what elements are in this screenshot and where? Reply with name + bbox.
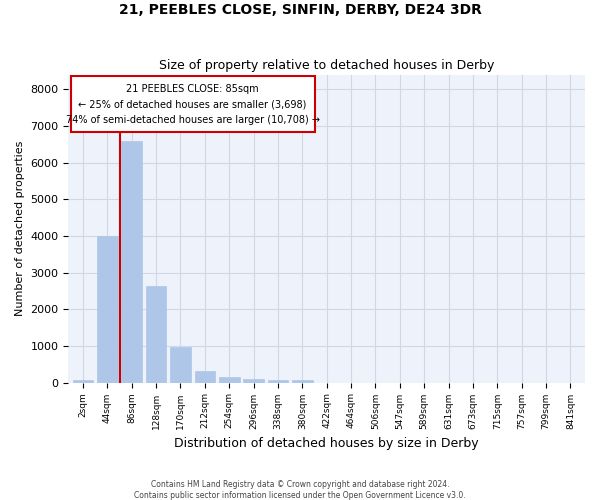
Bar xyxy=(97,236,118,382)
FancyBboxPatch shape xyxy=(71,76,314,132)
Bar xyxy=(194,370,215,382)
Bar xyxy=(292,380,313,382)
Bar xyxy=(73,380,94,382)
Text: 21, PEEBLES CLOSE, SINFIN, DERBY, DE24 3DR: 21, PEEBLES CLOSE, SINFIN, DERBY, DE24 3… xyxy=(119,2,481,16)
Bar xyxy=(170,348,191,382)
Title: Size of property relative to detached houses in Derby: Size of property relative to detached ho… xyxy=(159,59,494,72)
Bar xyxy=(243,379,264,382)
Text: 74% of semi-detached houses are larger (10,708) →: 74% of semi-detached houses are larger (… xyxy=(65,115,320,125)
Text: ← 25% of detached houses are smaller (3,698): ← 25% of detached houses are smaller (3,… xyxy=(79,100,307,110)
Text: Contains HM Land Registry data © Crown copyright and database right 2024.
Contai: Contains HM Land Registry data © Crown c… xyxy=(134,480,466,500)
Bar xyxy=(146,286,166,382)
Y-axis label: Number of detached properties: Number of detached properties xyxy=(15,141,25,316)
Text: 21 PEEBLES CLOSE: 85sqm: 21 PEEBLES CLOSE: 85sqm xyxy=(127,84,259,94)
X-axis label: Distribution of detached houses by size in Derby: Distribution of detached houses by size … xyxy=(175,437,479,450)
Bar xyxy=(121,140,142,382)
Bar xyxy=(219,378,239,382)
Bar xyxy=(268,380,289,382)
